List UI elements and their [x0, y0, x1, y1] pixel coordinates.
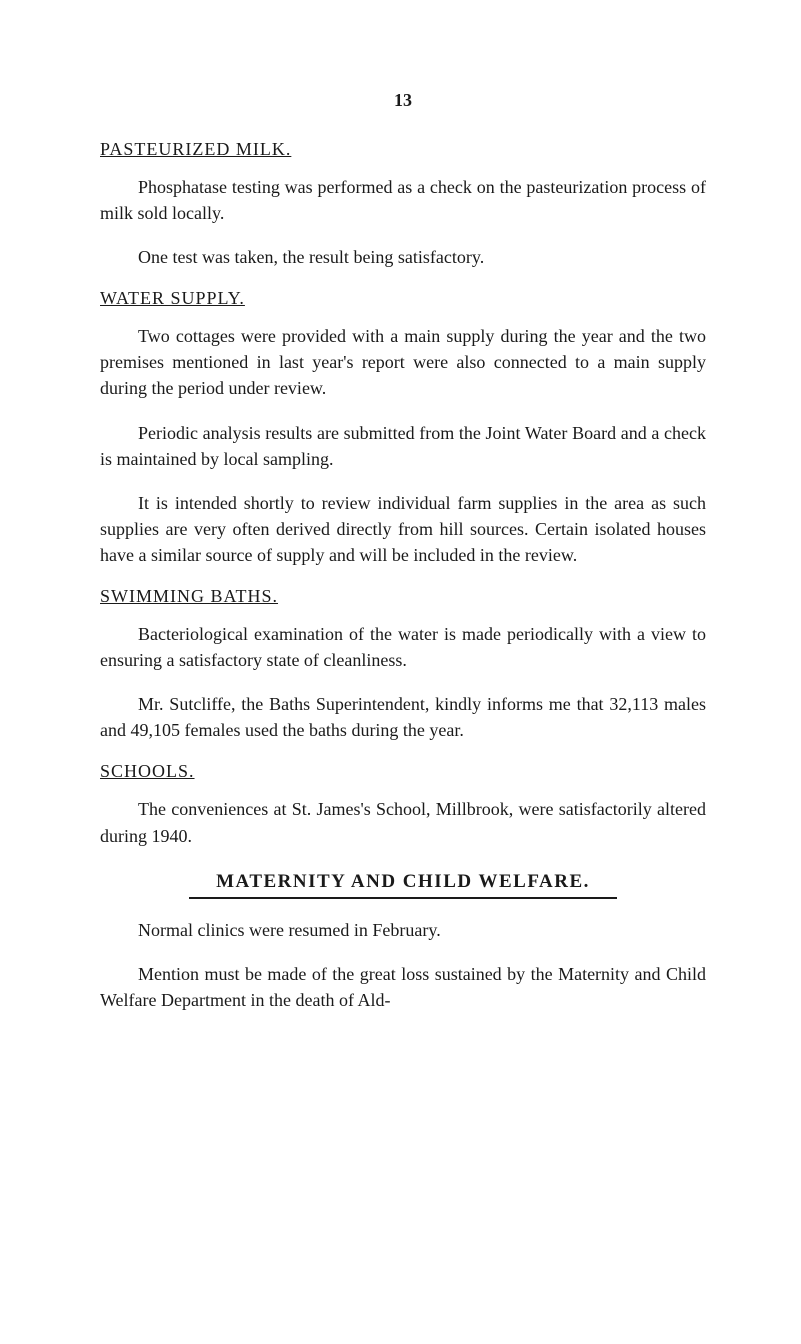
- main-section-heading: MATERNITY AND CHILD WELFARE.: [100, 871, 706, 893]
- section-schools: SCHOOLS. The conveniences at St. James's…: [100, 761, 706, 848]
- section-heading: SWIMMING BATHS.: [100, 586, 706, 607]
- body-paragraph: Two cottages were provided with a main s…: [100, 323, 706, 401]
- section-swimming-baths: SWIMMING BATHS. Bacteriological examinat…: [100, 586, 706, 743]
- body-paragraph: Phosphatase testing was performed as a c…: [100, 174, 706, 226]
- section-water-supply: WATER SUPPLY. Two cottages were provided…: [100, 288, 706, 568]
- page-number: 13: [100, 90, 706, 111]
- section-pasteurized-milk: PASTEURIZED MILK. Phosphatase testing wa…: [100, 139, 706, 270]
- body-paragraph: Bacteriological examination of the water…: [100, 621, 706, 673]
- body-paragraph: Periodic analysis results are submitted …: [100, 420, 706, 472]
- section-maternity-child-welfare: MATERNITY AND CHILD WELFARE. Normal clin…: [100, 871, 706, 1013]
- body-paragraph: It is intended shortly to review individ…: [100, 490, 706, 568]
- body-paragraph: One test was taken, the result being sat…: [100, 244, 706, 270]
- section-heading: PASTEURIZED MILK.: [100, 139, 706, 160]
- section-heading: SCHOOLS.: [100, 761, 706, 782]
- body-paragraph: Mention must be made of the great loss s…: [100, 961, 706, 1013]
- body-paragraph: Mr. Sutcliffe, the Baths Superintendent,…: [100, 691, 706, 743]
- body-paragraph: Normal clinics were resumed in February.: [100, 917, 706, 943]
- heading-underline: [189, 897, 617, 899]
- section-heading: WATER SUPPLY.: [100, 288, 706, 309]
- body-paragraph: The conveniences at St. James's School, …: [100, 796, 706, 848]
